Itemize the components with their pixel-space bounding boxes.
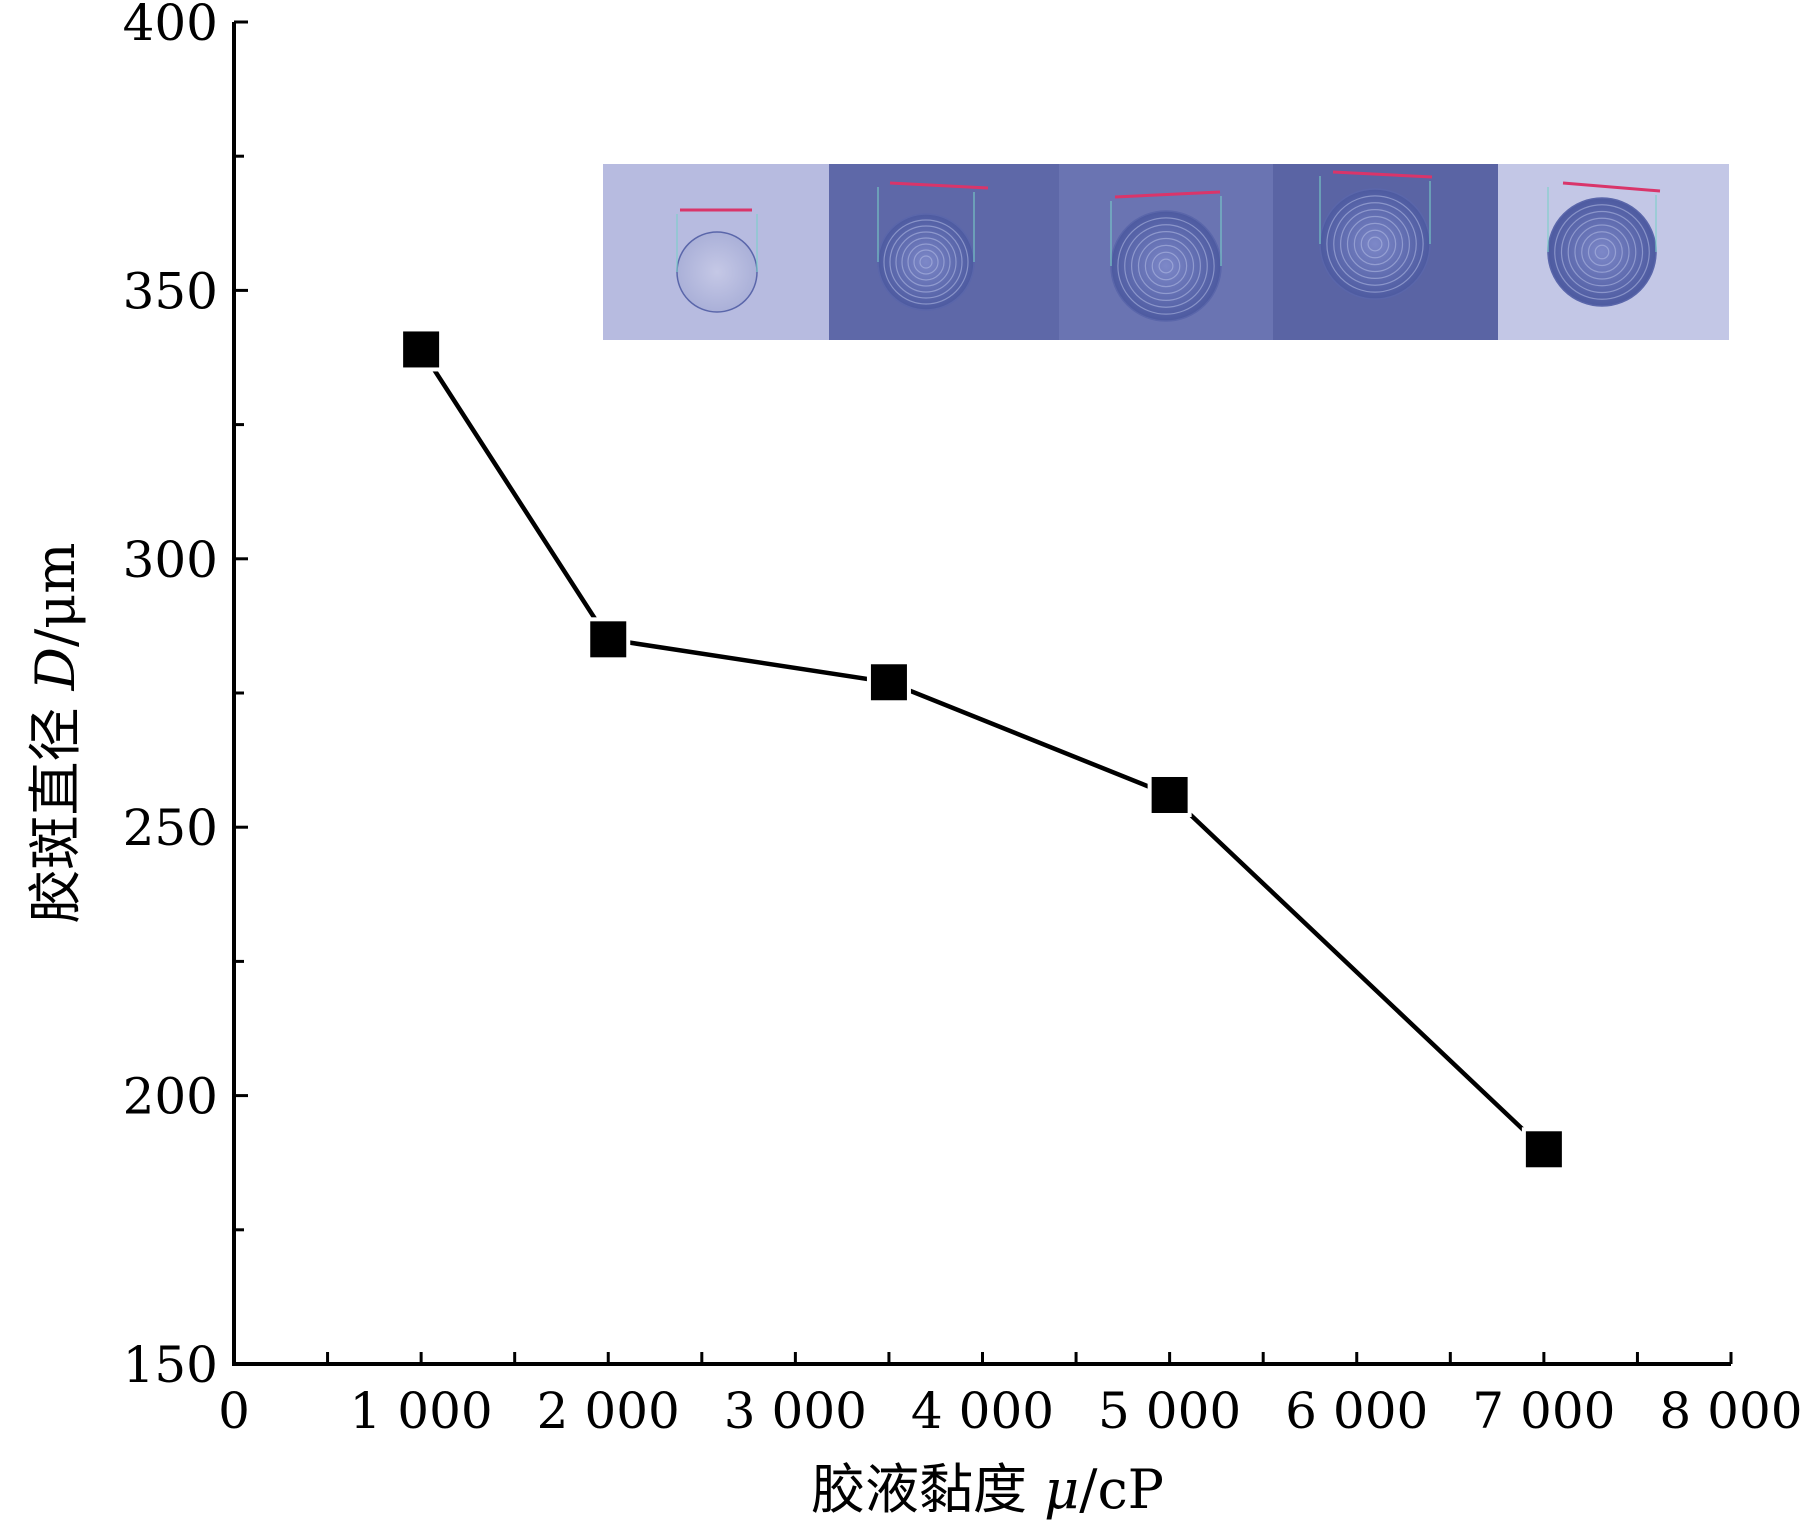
x-tick-label: 5 000 — [1098, 1382, 1241, 1440]
y-tick-label: 150 — [123, 1336, 218, 1394]
y-tick-label: 350 — [123, 262, 218, 320]
labels-layer: 0 1 000 2 000 3 000 4 000 5 000 6 000 7 000 8 00… — [24, 0, 1803, 1521]
x-tick-label: 0 — [218, 1382, 250, 1440]
x-axis-title: 胶液黏度 μ/cP — [811, 1458, 1164, 1521]
axes — [232, 20, 1733, 1366]
x-tick-label: 1 000 — [350, 1382, 493, 1440]
y-tick-label: 200 — [123, 1068, 218, 1126]
inset-panel — [1498, 164, 1729, 340]
inset-panel — [603, 164, 829, 340]
micrograph-inset — [603, 164, 1729, 340]
data-point — [870, 664, 907, 701]
inset-panel — [1273, 164, 1498, 340]
x-tick-label: 6 000 — [1285, 1382, 1428, 1440]
data-point — [590, 621, 627, 658]
inset-panel — [829, 164, 1059, 340]
data-point — [1151, 776, 1188, 813]
x-tick-label: 2 000 — [537, 1382, 680, 1440]
y-tick-label: 250 — [123, 799, 218, 857]
y-tick-label: 400 — [123, 0, 218, 52]
x-tick-label: 7 000 — [1472, 1382, 1615, 1440]
x-tick-label: 8 000 — [1659, 1382, 1802, 1440]
series-layer — [399, 327, 1566, 1172]
y-tick-label: 300 — [123, 531, 218, 589]
data-point — [1525, 1131, 1562, 1168]
data-point — [403, 331, 440, 368]
series-line — [419, 348, 1546, 1151]
x-tick-label: 3 000 — [724, 1382, 867, 1440]
x-tick-label: 4 000 — [911, 1382, 1054, 1440]
inset-panel — [1059, 164, 1273, 340]
y-axis-title: 胶斑直径 D/μm — [24, 543, 87, 924]
